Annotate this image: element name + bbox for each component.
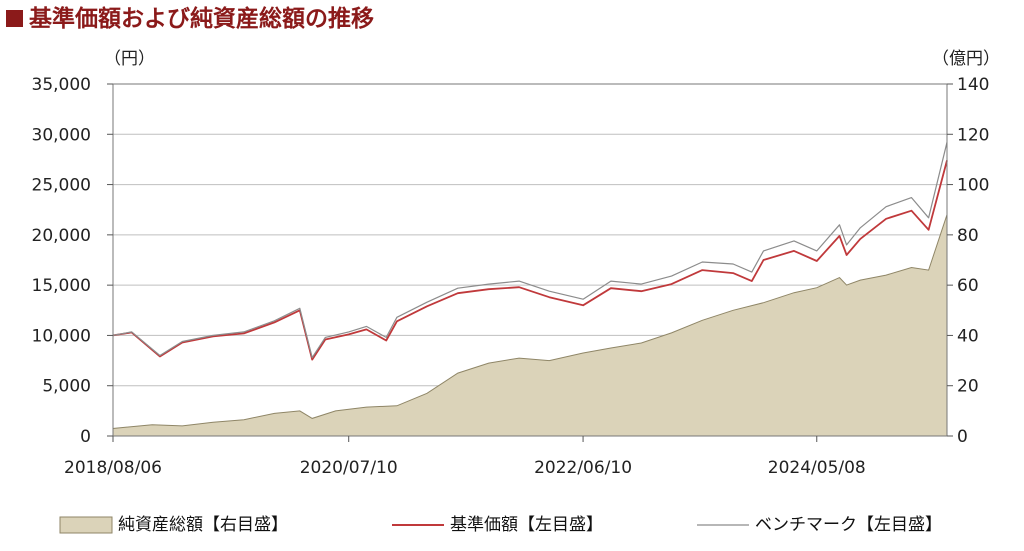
y-left-tick-label: 30,000: [32, 125, 91, 145]
title-square-icon: [6, 10, 23, 27]
y-left-tick-label: 20,000: [32, 226, 91, 246]
benchmark-line: [112, 142, 948, 359]
price-lines: [112, 142, 948, 361]
y-left-tick-label: 15,000: [32, 276, 91, 296]
legend-label-net-assets: 純資産総額【右目盛】: [118, 515, 288, 535]
plot-frame: [112, 83, 948, 437]
y-right-unit: （億円）: [932, 49, 1000, 69]
net-assets-area-path: [112, 214, 948, 437]
y-axis-right: 0 20 40 60 80 100 120 140: [947, 75, 989, 447]
y-left-tick-label: 25,000: [32, 176, 91, 196]
y-axis-left: 0 5,000 10,000 15,000 20,000 25,000 30,000 35,0…: [32, 75, 113, 447]
x-tick-label: 2020/07/10: [300, 458, 398, 478]
y-left-tick-label: 5,000: [42, 377, 91, 397]
y-right-tick-label: 60: [957, 276, 979, 296]
legend-label-benchmark: ベンチマーク【左目盛】: [755, 515, 942, 535]
legend-label-nav: 基準価額【左目盛】: [450, 515, 603, 535]
x-tick-label: 2018/08/06: [64, 458, 162, 478]
legend-swatch-net-assets: [59, 516, 113, 534]
y-right-tick-label: 140: [957, 75, 989, 95]
chart-title-text: 基準価額および純資産総額の推移: [29, 6, 374, 32]
y-right-tick-label: 0: [957, 427, 968, 447]
y-right-tick-label: 100: [957, 176, 989, 196]
y-left-tick-label: 35,000: [32, 75, 91, 95]
y-left-tick-label: 10,000: [32, 326, 91, 346]
y-right-tick-label: 120: [957, 125, 989, 145]
y-right-tick-label: 20: [957, 377, 979, 397]
legend: 純資産総額【右目盛】 基準価額【左目盛】 ベンチマーク【左目盛】: [59, 515, 942, 535]
y-left-unit: （円）: [104, 49, 155, 69]
y-left-tick-label: 0: [80, 427, 91, 447]
nav-line: [112, 160, 948, 361]
y-right-tick-label: 80: [957, 226, 979, 246]
plot-border: [112, 83, 948, 437]
net-assets-area: [112, 214, 948, 437]
y-right-tick-label: 40: [957, 326, 979, 346]
x-tick-label: 2024/05/08: [768, 458, 866, 478]
x-axis: 2018/08/06 2020/07/10 2022/06/10 2024/05/08: [64, 436, 866, 478]
chart-title: 基準価額および純資産総額の推移: [6, 2, 374, 36]
x-tick-label: 2022/06/10: [534, 458, 632, 478]
